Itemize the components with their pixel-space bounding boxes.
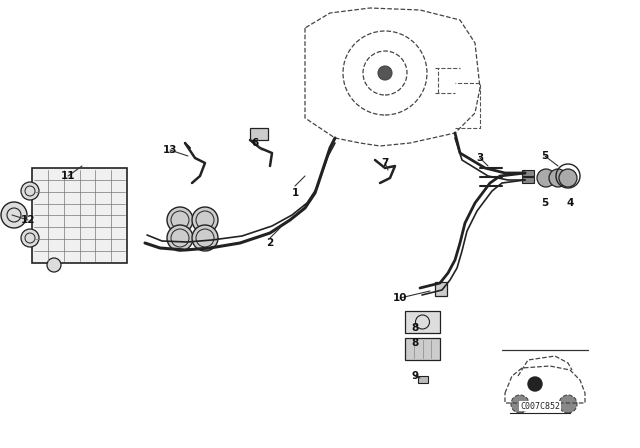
Bar [435,282,447,296]
Bar [522,170,534,176]
Circle shape [21,229,39,247]
Text: 4: 4 [566,198,573,208]
Circle shape [21,182,39,200]
Text: 10: 10 [393,293,407,303]
Text: 5: 5 [541,151,548,161]
Circle shape [47,258,61,272]
Circle shape [167,207,193,233]
Bar [418,376,428,383]
Circle shape [559,395,577,413]
Circle shape [528,377,542,391]
Bar [405,311,440,333]
Circle shape [559,169,577,187]
Bar [405,338,440,360]
Bar [32,168,127,263]
Circle shape [167,225,193,251]
Text: C007C852: C007C852 [520,401,560,410]
Text: 1: 1 [291,188,299,198]
Circle shape [537,169,555,187]
Text: 8: 8 [412,338,419,348]
Circle shape [192,207,218,233]
Bar [522,177,534,183]
Bar [250,128,268,140]
Text: 8: 8 [412,323,419,333]
Text: 5: 5 [541,198,548,208]
Text: 11: 11 [61,171,76,181]
Text: 13: 13 [163,145,177,155]
Text: 12: 12 [20,215,35,225]
Circle shape [1,202,27,228]
Circle shape [378,66,392,80]
Circle shape [549,169,567,187]
Text: 6: 6 [252,138,259,148]
Text: 2: 2 [266,238,274,248]
Circle shape [511,395,529,413]
Text: 3: 3 [476,153,484,163]
Text: 9: 9 [412,371,419,381]
Circle shape [192,225,218,251]
Text: 7: 7 [381,158,388,168]
